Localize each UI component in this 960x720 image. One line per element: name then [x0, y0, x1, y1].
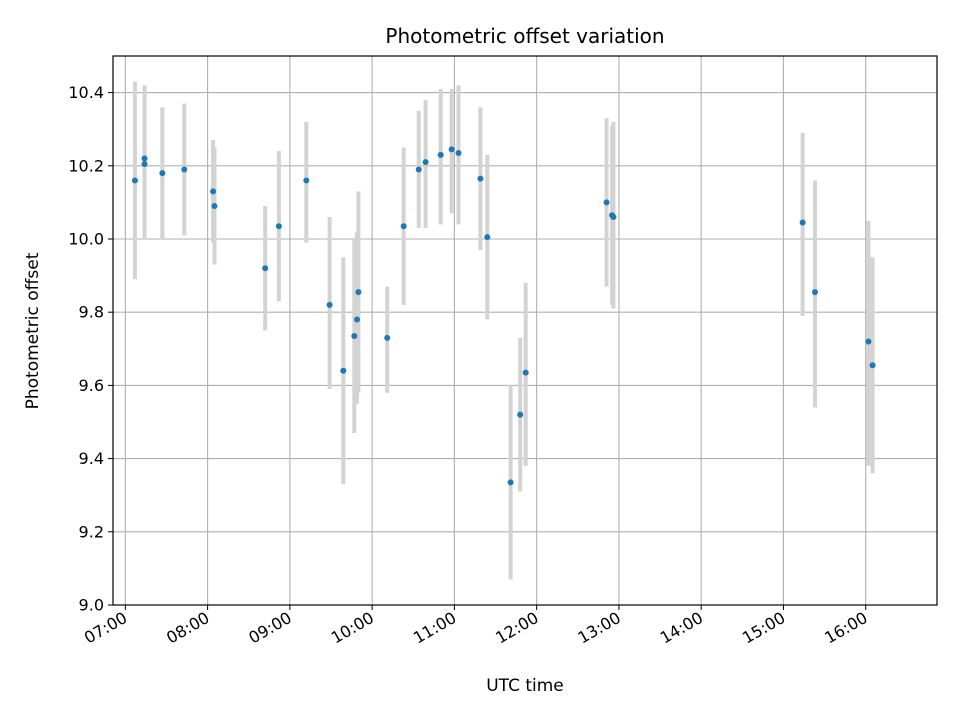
data-point [131, 177, 138, 184]
data-point [422, 159, 429, 166]
y-tick-label: 9.0 [79, 596, 104, 615]
y-tick-label: 10.0 [68, 230, 104, 249]
data-point [159, 170, 166, 177]
data-point [181, 166, 188, 173]
data-point [610, 214, 617, 221]
y-tick-label: 9.8 [79, 303, 104, 322]
y-axis-title: Photometric offset [23, 252, 43, 409]
x-axis-title: UTC time [486, 676, 564, 696]
chart-title: Photometric offset variation [385, 24, 664, 48]
data-point [384, 334, 391, 341]
data-point [141, 155, 148, 162]
data-point [865, 338, 872, 345]
data-point [437, 151, 444, 158]
data-point [354, 316, 361, 323]
y-tick-label: 10.2 [68, 156, 104, 175]
data-point [355, 289, 362, 296]
data-point [415, 166, 422, 173]
y-tick-label: 9.4 [79, 449, 104, 468]
data-point [448, 146, 455, 153]
data-point [811, 289, 818, 296]
y-tick-label: 9.2 [79, 522, 104, 541]
data-point [477, 175, 484, 182]
point-layer [131, 146, 876, 486]
data-point [326, 301, 333, 308]
data-point [869, 362, 876, 369]
data-point [603, 199, 610, 206]
data-point [455, 149, 462, 156]
data-point [303, 177, 310, 184]
data-point [400, 223, 407, 230]
data-point [507, 479, 514, 486]
data-point [522, 369, 529, 376]
data-point [211, 203, 218, 210]
data-point [340, 367, 347, 374]
y-tick-label: 9.6 [79, 376, 104, 395]
data-point [141, 160, 148, 167]
data-point [210, 188, 217, 195]
data-point [484, 234, 491, 241]
data-point [517, 411, 524, 418]
data-point [275, 223, 282, 230]
data-point [799, 219, 806, 226]
y-tick-label: 10.4 [68, 83, 104, 102]
plot-area-frame [112, 55, 938, 606]
data-point [351, 332, 358, 339]
data-point [262, 265, 269, 272]
